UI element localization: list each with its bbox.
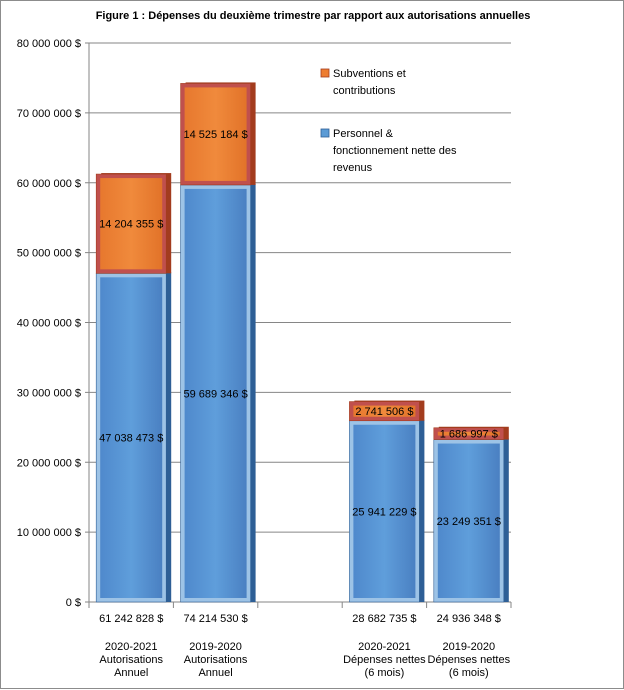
legend-swatch (320, 128, 330, 138)
category-label: Dépenses nettes (343, 654, 426, 666)
data-label: 14 204 355 $ (99, 219, 163, 231)
bar-face (100, 178, 163, 270)
legend-label: Subventions et (333, 68, 406, 80)
category-label: (6 mois) (449, 667, 489, 679)
legend-label: contributions (333, 85, 396, 97)
chart-title: Figure 1 : Dépenses du deuxième trimestr… (95, 10, 531, 22)
y-tick-label: 10 000 000 $ (17, 527, 81, 539)
category-label: Annuel (198, 667, 232, 679)
data-label: 25 941 229 $ (352, 506, 416, 518)
legend-label: Personnel & (333, 128, 394, 140)
bar-face (100, 277, 163, 598)
total-label: 24 936 348 $ (437, 613, 501, 625)
category-label: 2019-2020 (442, 641, 495, 653)
legend-label: fonctionnement nette des (333, 145, 457, 157)
data-label: 1 686 997 $ (440, 429, 498, 441)
data-label: 59 689 346 $ (183, 388, 247, 400)
category-label: 2020-2021 (105, 641, 158, 653)
legend-swatch (320, 68, 330, 78)
data-label: 23 249 351 $ (437, 516, 501, 528)
category-label: Dépenses nettes (428, 654, 511, 666)
y-tick-label: 60 000 000 $ (17, 178, 81, 190)
y-tick-label: 80 000 000 $ (17, 38, 81, 50)
y-tick-label: 20 000 000 $ (17, 457, 81, 469)
total-label: 74 214 530 $ (183, 613, 247, 625)
bar-face (353, 424, 416, 598)
data-label: 14 525 184 $ (183, 129, 247, 141)
y-tick-label: 70 000 000 $ (17, 108, 81, 120)
bar-face (184, 188, 247, 598)
category-label: 2019-2020 (189, 641, 242, 653)
bar-face (353, 405, 416, 417)
category-label: Autorisations (184, 654, 248, 666)
data-label: 47 038 473 $ (99, 433, 163, 445)
bar-face (437, 443, 500, 598)
bar-face (184, 87, 247, 181)
total-label: 28 682 735 $ (352, 613, 416, 625)
category-label: 2020-2021 (358, 641, 411, 653)
category-label: (6 mois) (365, 667, 405, 679)
total-label: 61 242 828 $ (99, 613, 163, 625)
category-label: Annuel (114, 667, 148, 679)
y-tick-label: 30 000 000 $ (17, 387, 81, 399)
data-label: 2 741 506 $ (355, 406, 413, 418)
y-tick-label: 0 $ (66, 597, 81, 609)
legend-label: revenus (333, 162, 373, 174)
category-label: Autorisations (99, 654, 163, 666)
y-tick-label: 50 000 000 $ (17, 248, 81, 260)
bar-face (437, 431, 500, 436)
y-tick-label: 40 000 000 $ (17, 318, 81, 330)
